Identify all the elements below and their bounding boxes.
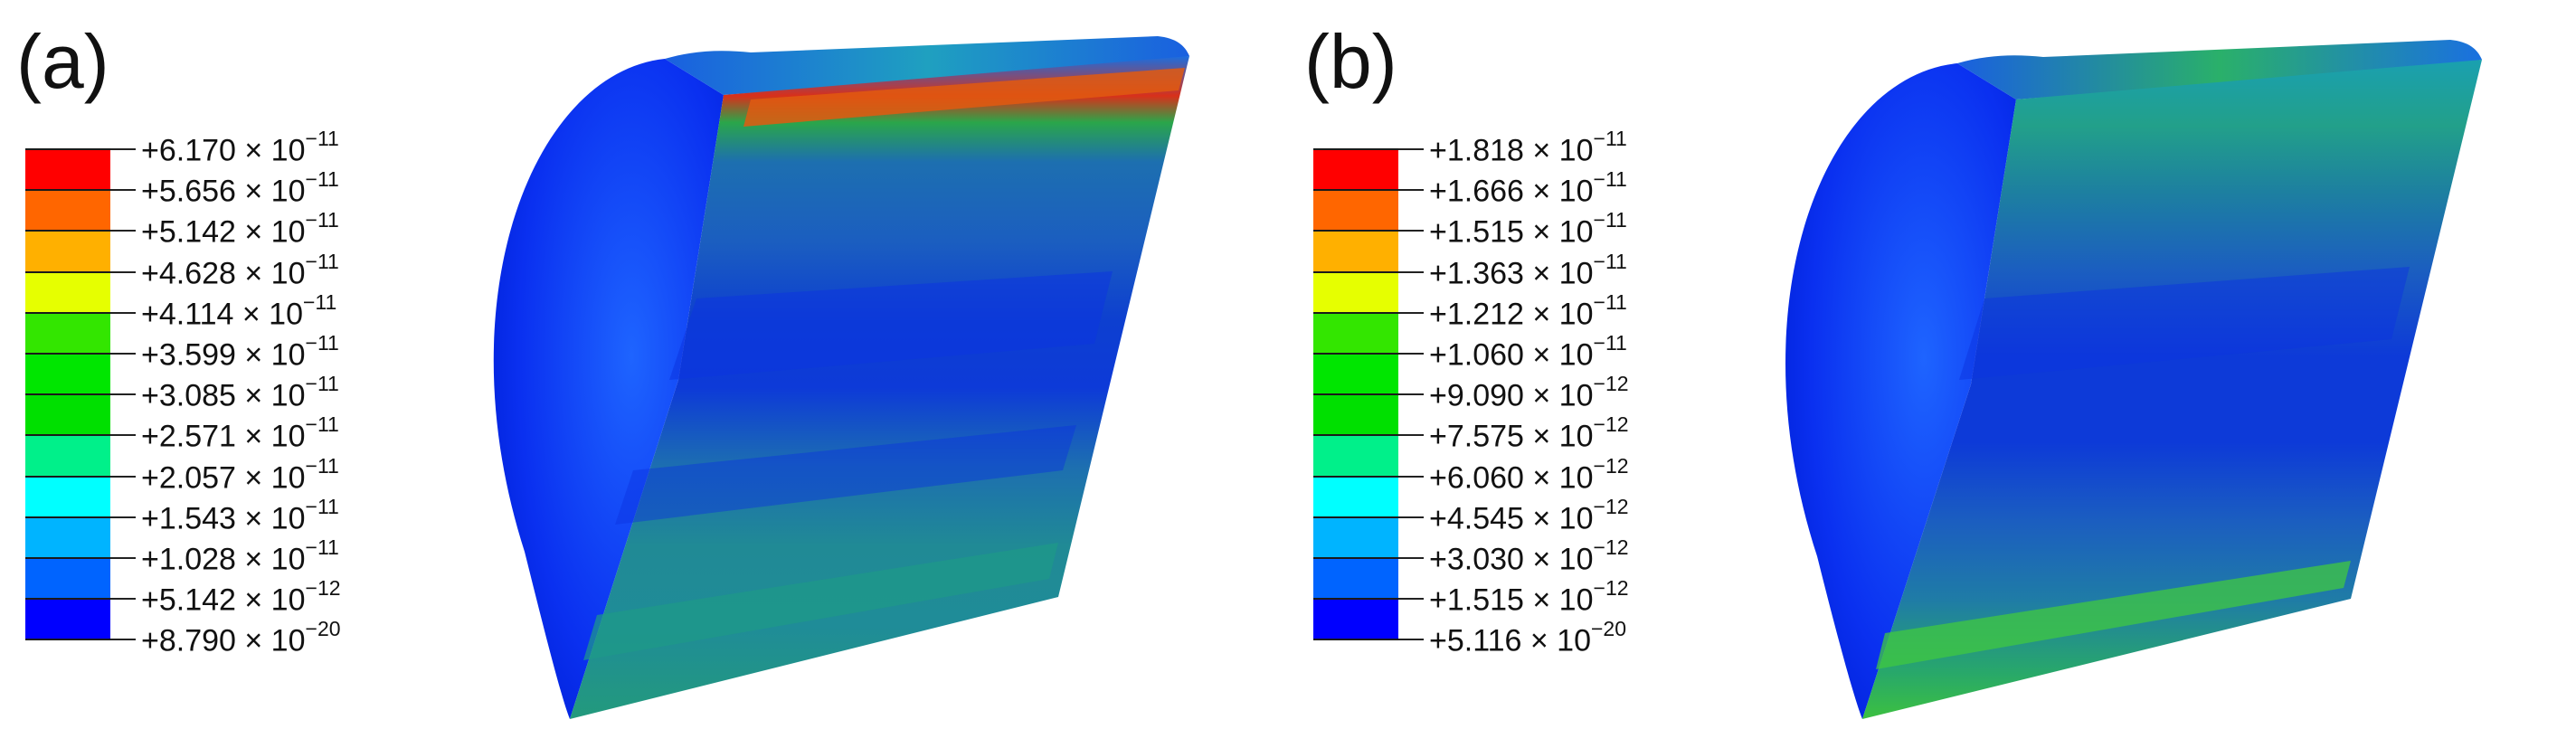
legend-label: +4.114 × 10−11 [141,289,337,332]
legend-label: +5.142 × 10−11 [141,208,339,250]
panel-label-b: (b) [1304,19,1397,104]
legend-swatch [25,272,110,314]
legend-swatch [1313,191,1398,232]
legend-label: +1.543 × 10−11 [141,494,339,536]
legend-tick [110,270,136,273]
legend-swatch [25,395,110,437]
legend-swatch [1313,395,1398,437]
legend-label: +2.057 × 10−11 [141,453,339,495]
legend-swatch [25,313,110,355]
legend-tick [1398,393,1424,396]
top-edge-b [1957,40,2482,99]
top-edge-a [665,36,1189,95]
face-band-a [743,68,1185,127]
legend-label: +7.575 × 10−12 [1429,412,1629,454]
legend-swatch [25,191,110,232]
panel-label-a: (a) [16,19,109,104]
end-cap-b [1785,63,2016,719]
legend-label: +1.028 × 10−11 [141,535,339,577]
legend-swatch [25,354,110,396]
legend-label: +5.116 × 10−20 [1429,617,1626,658]
legend-swatch [25,436,110,478]
legend-tick [1398,557,1424,559]
legend-label: +3.030 × 10−12 [1429,535,1629,577]
legend-tick [1398,148,1424,150]
color-legend-b: +1.818 × 10−11 +1.666 × 10−11 +1.515 × 1… [1313,128,1693,669]
legend-tick [110,311,136,314]
legend-swatch [25,600,110,641]
legend-label: +1.515 × 10−11 [1429,208,1627,250]
legend-swatch [1313,558,1398,601]
legend-tick [1398,516,1424,518]
legend-tick [110,353,136,355]
legend-label: +8.790 × 10−20 [141,617,341,658]
legend-label: +5.142 × 10−12 [141,576,341,618]
face-band-a [669,271,1113,380]
contour-plot-a [493,36,1189,719]
legend-label: +1.515 × 10−12 [1429,576,1629,618]
legend-label: +6.060 × 10−12 [1429,453,1629,495]
legend-label: +5.656 × 10−11 [141,167,339,209]
legend-swatch [25,517,110,559]
legend-label: +6.170 × 10−11 [141,127,339,168]
legend-tick [110,148,136,150]
legend-tick [1398,230,1424,232]
legend-swatch [1313,354,1398,396]
legend-tick [110,557,136,559]
legend-label: +1.212 × 10−11 [1429,289,1627,332]
panel-b: (b) +1.818 × 10−11 +1.666 × 10−11 +1.515… [1288,0,2576,748]
legend-label: +1.363 × 10−11 [1429,249,1627,290]
face-band-b [1876,561,2351,669]
legend-label: +9.090 × 10−12 [1429,372,1629,413]
legend-tick [1398,311,1424,314]
legend-swatch [25,558,110,601]
legend-swatches-a [25,148,110,641]
legend-swatch [1313,272,1398,314]
legend-label: +3.085 × 10−11 [141,372,339,413]
legend-swatch [1313,477,1398,518]
legend-tick [110,475,136,478]
legend-tick [110,639,136,641]
legend-tick [110,189,136,192]
legend-tick [110,393,136,396]
legend-tick [1398,353,1424,355]
legend-tick [1398,189,1424,192]
legend-swatch [25,150,110,192]
legend-tick [1398,475,1424,478]
face-band-a [615,425,1076,525]
legend-tick [110,230,136,232]
legend-tick [110,434,136,437]
face-band-a [583,543,1058,660]
legend-label: +1.060 × 10−11 [1429,331,1627,373]
legend-swatch [1313,600,1398,641]
main-face-b [1862,60,2482,719]
legend-swatches-b [1313,148,1398,641]
face-band-b [1959,267,2410,380]
legend-label: +1.666 × 10−11 [1429,167,1627,209]
legend-tick [1398,598,1424,601]
legend-tick [1398,639,1424,641]
end-cap-a [493,59,724,719]
legend-swatch [25,232,110,273]
legend-label: +4.628 × 10−11 [141,249,339,290]
legend-swatch [1313,436,1398,478]
legend-swatch [25,477,110,518]
legend-tick [1398,434,1424,437]
legend-label: +3.599 × 10−11 [141,331,339,373]
contour-plot-b [1785,40,2482,719]
legend-swatch [1313,517,1398,559]
color-legend-a: +6.170 × 10−11 +5.656 × 10−11 +5.142 × 1… [25,128,405,669]
legend-label: +4.545 × 10−12 [1429,494,1629,536]
legend-tick [110,598,136,601]
legend-swatch [1313,150,1398,192]
legend-swatch [1313,313,1398,355]
legend-swatch [1313,232,1398,273]
legend-label: +2.571 × 10−11 [141,412,339,454]
legend-tick [110,516,136,518]
panel-a: (a) +6.170 × 10−11 +5.656 × 10−11 +5.142… [16,19,1189,719]
legend-label: +1.818 × 10−11 [1429,127,1627,168]
legend-tick [1398,270,1424,273]
